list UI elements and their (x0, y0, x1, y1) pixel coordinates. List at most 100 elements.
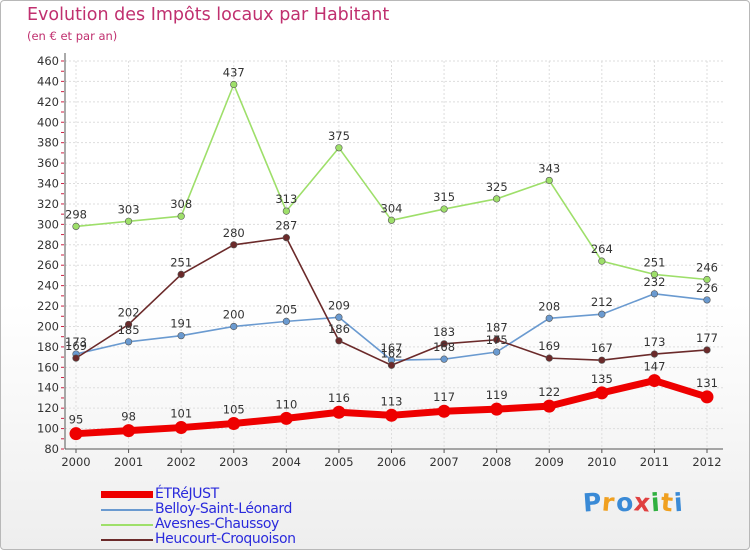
data-label: 325 (486, 180, 508, 194)
data-point (69, 427, 83, 441)
data-label: 116 (328, 391, 350, 405)
series-layer (69, 80, 714, 441)
legend-label: Belloy-Saint-Léonard (155, 501, 293, 517)
data-point (647, 374, 661, 388)
data-point (230, 322, 238, 331)
data-point (493, 195, 501, 203)
data-point (545, 354, 553, 362)
data-point (124, 320, 133, 329)
data-label: 117 (433, 390, 455, 404)
data-label: 287 (275, 219, 297, 233)
data-label: 167 (591, 341, 613, 355)
y-tick-label: 240 (37, 279, 59, 293)
x-tick-label: 2007 (429, 455, 458, 469)
data-point (493, 336, 501, 344)
data-label: 169 (65, 339, 87, 353)
data-point (177, 212, 185, 220)
y-tick-label: 180 (37, 340, 59, 354)
data-label: 173 (65, 335, 87, 349)
data-label: 183 (433, 325, 455, 339)
data-point (332, 405, 346, 419)
data-label: 315 (433, 190, 455, 204)
y-tick-label: 140 (37, 381, 59, 395)
data-point (437, 404, 451, 418)
data-label: 298 (65, 207, 87, 221)
data-label-layer: 173 185 191 200 205 209 167 168 175 208 212 232 226 2… (65, 65, 718, 426)
data-label: 437 (223, 65, 245, 79)
x-tick-label: 2004 (272, 455, 301, 469)
legend-label: ÉTRéJUST (155, 486, 219, 502)
data-label: 212 (591, 295, 613, 309)
x-tick-label: 2002 (167, 455, 196, 469)
data-point (174, 421, 188, 435)
data-point (335, 144, 343, 152)
data-point (703, 275, 711, 284)
data-label: 95 (69, 413, 84, 427)
proxiti-logo: Proxiti (582, 487, 684, 518)
data-point (335, 337, 343, 345)
data-point (122, 424, 136, 438)
y-tick-label: 220 (37, 299, 59, 313)
x-tick-label: 2006 (377, 455, 406, 469)
data-point (177, 332, 185, 340)
x-tick-label: 2003 (219, 455, 248, 469)
y-tick-label: 120 (37, 401, 59, 415)
y-tick-label: 200 (37, 319, 59, 333)
data-point (440, 205, 448, 213)
chart-title: Evolution des Impôts locaux par Habitant (27, 5, 390, 25)
axis-layer: 80 100 120 140 160 180 200 220 240 260 280 300 320 34… (37, 53, 723, 469)
data-label: 119 (486, 388, 508, 402)
data-point (703, 346, 711, 354)
data-point (650, 350, 659, 358)
data-point (700, 390, 714, 404)
data-point (440, 355, 448, 363)
data-label: 264 (591, 242, 613, 256)
data-label: 232 (643, 275, 665, 289)
legend-swatch (101, 509, 153, 511)
data-label: 313 (275, 192, 297, 206)
data-label: 226 (696, 281, 718, 295)
data-label: 122 (538, 385, 560, 399)
data-label: 167 (381, 341, 403, 355)
legend-swatch (101, 524, 153, 526)
data-point (282, 234, 290, 242)
data-label: 209 (328, 298, 350, 312)
logo-letter: o (614, 487, 635, 518)
legend-label: Avesnes-Chaussoy (155, 516, 279, 532)
data-label: 131 (696, 376, 718, 390)
chart-subtitle: (en € et par an) (27, 29, 118, 43)
data-label: 186 (328, 322, 350, 336)
data-point (387, 361, 396, 369)
y-tick-label: 400 (37, 115, 59, 129)
data-label: 251 (643, 255, 665, 269)
data-label: 162 (381, 346, 403, 360)
data-label: 375 (328, 129, 350, 143)
y-tick-label: 440 (37, 74, 59, 88)
data-label: 169 (538, 339, 560, 353)
data-label: 185 (118, 323, 140, 337)
x-tick-label: 2010 (587, 455, 616, 469)
data-label: 200 (223, 307, 245, 321)
data-point (72, 354, 80, 362)
data-label: 208 (538, 299, 560, 313)
data-label: 147 (643, 360, 665, 374)
data-label: 251 (170, 255, 192, 269)
data-label: 246 (696, 261, 718, 275)
data-point (595, 386, 609, 400)
data-point (227, 416, 241, 430)
data-label: 177 (696, 331, 718, 345)
data-point (230, 80, 238, 89)
data-label: 205 (275, 302, 297, 316)
x-tick-label: 2005 (324, 455, 353, 469)
data-label: 280 (223, 226, 245, 240)
data-label: 191 (170, 317, 192, 331)
data-point (387, 216, 396, 224)
data-point (490, 402, 504, 416)
data-point (542, 399, 556, 413)
x-tick-label: 2000 (61, 455, 90, 469)
y-tick-label: 280 (37, 238, 59, 252)
data-point (493, 348, 501, 356)
x-tick-label: 2011 (640, 455, 669, 469)
y-tick-label: 360 (37, 156, 59, 170)
